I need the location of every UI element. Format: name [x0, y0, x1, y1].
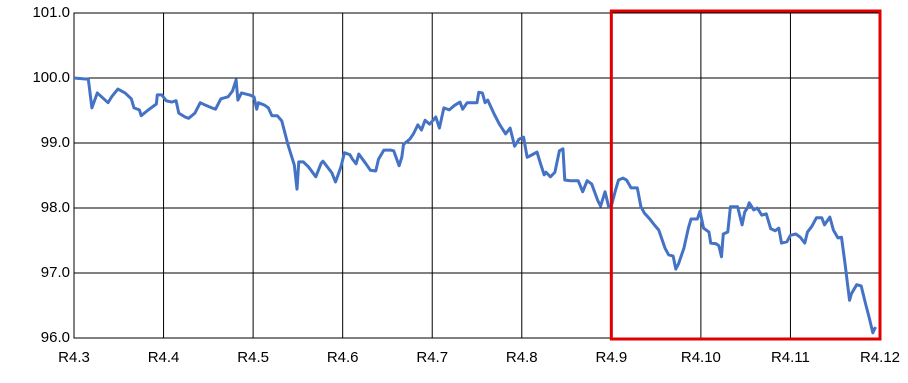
x-tick-label: R4.5 [237, 349, 269, 366]
x-tick-label: R4.6 [327, 349, 359, 366]
highlight-box [609, 9, 882, 341]
y-tick-label: 98.0 [41, 199, 70, 216]
x-tick-label: R4.11 [771, 349, 810, 366]
y-tick-label: 100.0 [32, 69, 70, 86]
x-tick-label: R4.9 [595, 349, 627, 366]
y-tick-label: 97.0 [41, 264, 70, 281]
x-tick-label: R4.4 [148, 349, 180, 366]
plot-border [73, 12, 881, 339]
x-tick-label: R4.12 [860, 349, 900, 366]
y-tick-label: 96.0 [41, 329, 70, 346]
x-tick-label: R4.3 [58, 349, 90, 366]
x-tick-label: R4.7 [416, 349, 448, 366]
x-tick-label: R4.8 [506, 349, 538, 366]
line-series [73, 76, 877, 335]
y-tick-label: 99.0 [41, 134, 70, 151]
x-tick-label: R4.10 [681, 349, 721, 366]
y-tick-label: 101.0 [32, 4, 70, 21]
